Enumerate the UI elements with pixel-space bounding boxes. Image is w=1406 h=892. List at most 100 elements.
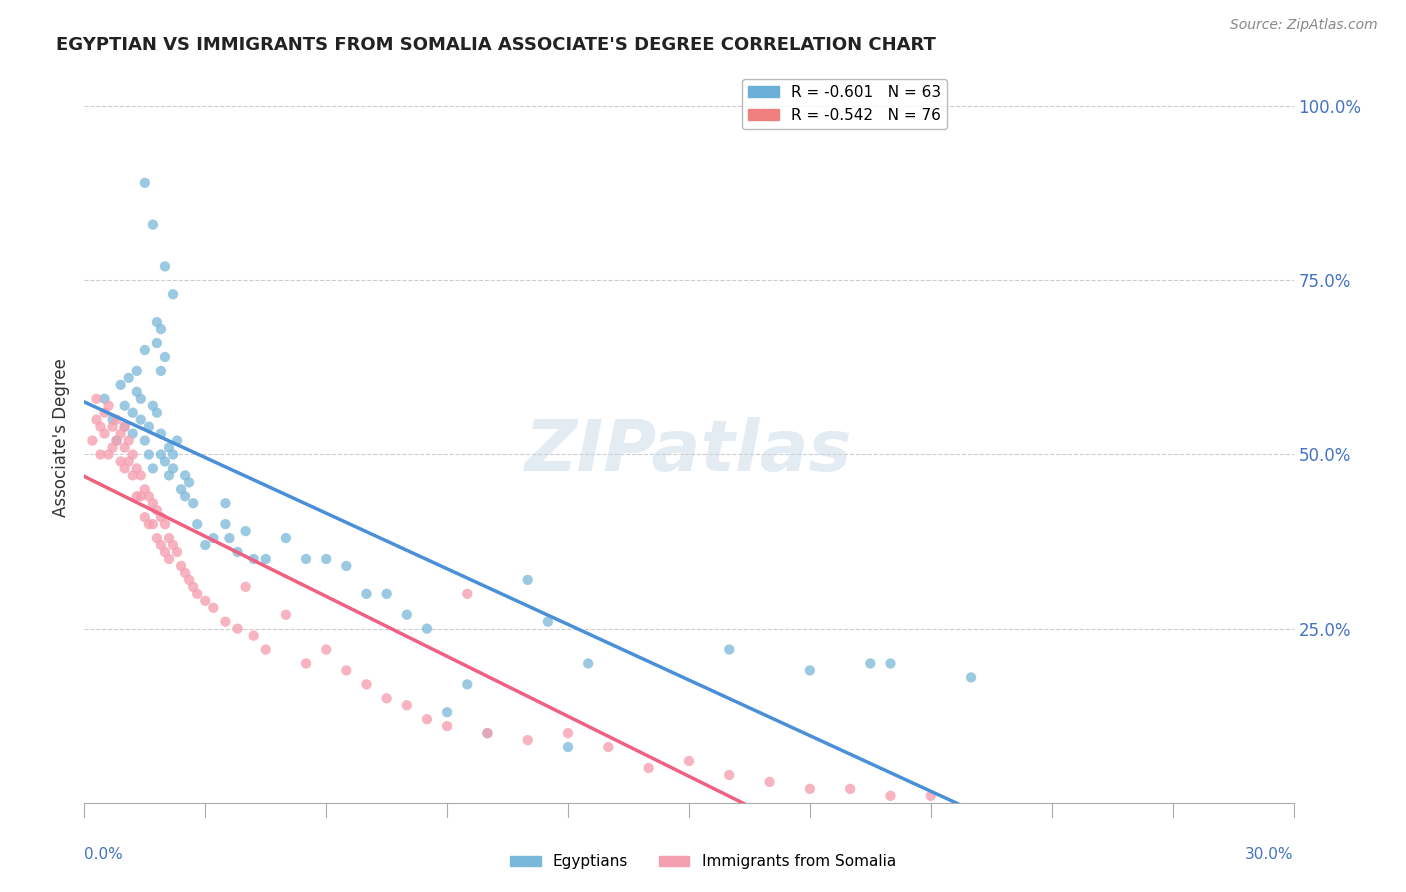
Point (718, 642, 741, 657)
Point (174, 489, 197, 503)
Point (416, 712, 439, 726)
Point (395, 607, 418, 622)
Point (537, 615, 560, 629)
Point (456, 587, 478, 601)
Point (114, 399, 136, 413)
Point (105, 434, 128, 448)
Point (97, 399, 120, 413)
Point (157, 531, 180, 545)
Point (129, 392, 152, 406)
Point (105, 412, 128, 426)
Point (110, 377, 132, 392)
Point (82, 434, 104, 448)
Point (114, 461, 136, 475)
Point (101, 412, 124, 426)
Point (125, 489, 148, 503)
Point (146, 315, 169, 329)
Point (138, 489, 160, 503)
Point (879, 657, 901, 671)
Point (121, 406, 143, 420)
Point (142, 496, 165, 510)
Point (274, 607, 297, 622)
Point (557, 726, 579, 740)
Point (142, 218, 165, 232)
Point (101, 441, 124, 455)
Point (129, 468, 152, 483)
Point (138, 517, 160, 532)
Point (179, 573, 201, 587)
Point (186, 517, 208, 532)
Point (138, 448, 160, 462)
Point (202, 531, 225, 545)
Point (859, 657, 882, 671)
Point (214, 496, 236, 510)
Point (218, 531, 240, 545)
Point (274, 531, 297, 545)
Point (576, 657, 599, 671)
Point (110, 454, 132, 468)
Point (146, 503, 169, 517)
Point (186, 587, 208, 601)
Point (105, 434, 128, 448)
Point (416, 622, 439, 636)
Point (97, 448, 120, 462)
Point (637, 761, 659, 775)
Point (125, 384, 148, 399)
Point (134, 343, 156, 357)
Point (153, 350, 176, 364)
Point (162, 538, 184, 552)
Point (598, 740, 620, 755)
Point (162, 448, 184, 462)
Point (920, 789, 942, 803)
Text: ZIPatlas: ZIPatlas (526, 417, 852, 486)
Point (114, 441, 136, 455)
Point (315, 552, 337, 566)
Point (149, 538, 172, 552)
Point (134, 510, 156, 524)
Point (118, 371, 141, 385)
Point (335, 664, 357, 678)
Point (134, 434, 156, 448)
Point (678, 754, 700, 768)
Point (89, 419, 111, 434)
Point (166, 434, 188, 448)
Point (179, 475, 201, 490)
Point (149, 426, 172, 441)
Point (477, 726, 499, 740)
Point (214, 517, 236, 532)
Point (375, 587, 398, 601)
Point (456, 677, 478, 691)
Point (142, 399, 165, 413)
Point (235, 580, 257, 594)
Point (121, 448, 143, 462)
Point (149, 322, 172, 336)
Point (235, 524, 257, 538)
Point (149, 448, 172, 462)
Point (295, 657, 318, 671)
Point (153, 517, 176, 532)
Point (153, 454, 176, 468)
Text: Source: ZipAtlas.com: Source: ZipAtlas.com (1230, 18, 1378, 32)
Text: 0.0%: 0.0% (84, 847, 124, 862)
Y-axis label: Associate's Degree: Associate's Degree (52, 358, 70, 516)
Point (110, 426, 132, 441)
Point (153, 545, 176, 559)
Point (121, 426, 143, 441)
Text: 30.0%: 30.0% (1246, 847, 1294, 862)
Point (89, 448, 111, 462)
Point (93, 406, 115, 420)
Point (162, 287, 184, 301)
Point (93, 392, 115, 406)
Point (799, 664, 821, 678)
Point (134, 483, 156, 497)
Point (436, 719, 458, 733)
Point (162, 461, 184, 475)
Point (395, 698, 418, 713)
Point (93, 426, 115, 441)
Point (118, 434, 141, 448)
Point (516, 733, 538, 747)
Point (226, 622, 249, 636)
Point (194, 594, 217, 608)
Point (146, 336, 169, 351)
Point (375, 691, 398, 706)
